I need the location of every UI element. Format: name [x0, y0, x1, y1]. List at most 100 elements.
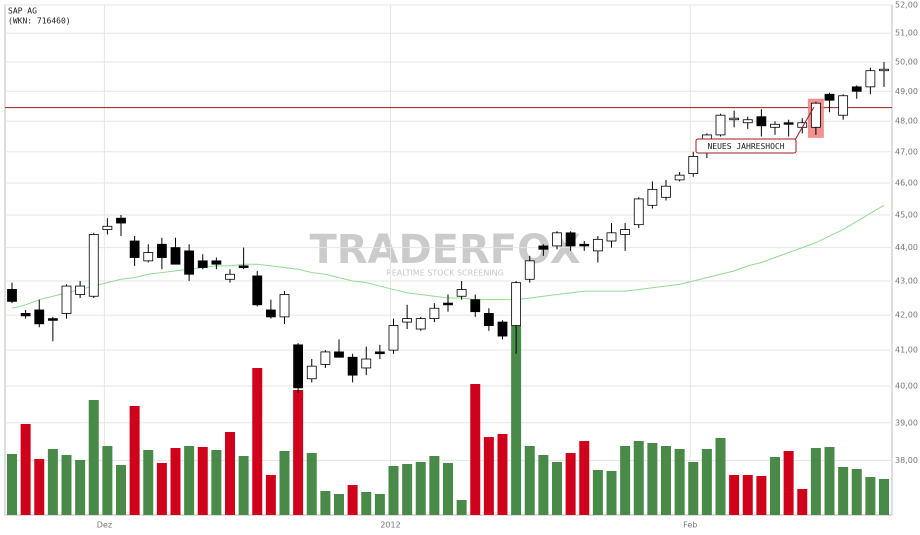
y-tick-label: 47,00 — [895, 147, 918, 156]
volume-bar — [279, 451, 290, 515]
chart-subtitle: (WKN: 716460) — [8, 17, 71, 26]
volume-bar — [729, 475, 740, 515]
y-tick-label: 45,00 — [895, 210, 918, 219]
volume-bar — [538, 455, 549, 515]
volume-bar — [61, 455, 72, 515]
candle-body — [838, 95, 849, 116]
volume-bar — [470, 384, 481, 515]
candle-body — [511, 282, 522, 326]
y-tick-label: 46,00 — [895, 179, 918, 188]
candle-body — [211, 260, 222, 265]
volume-bar — [810, 448, 821, 515]
volume-bar — [661, 446, 671, 515]
volume-bar — [265, 475, 276, 515]
volume-bar — [334, 494, 344, 515]
candle-body — [565, 232, 576, 247]
candle-body — [756, 116, 767, 127]
volume-bar — [838, 467, 849, 515]
volume-bar — [824, 447, 835, 515]
y-tick-label: 49,00 — [895, 87, 918, 96]
volume-bar — [565, 453, 576, 515]
volume-bar — [170, 448, 181, 515]
volume-bar — [225, 432, 235, 515]
volume-bar — [674, 449, 685, 515]
volume-bar — [211, 450, 222, 515]
candle-body — [75, 285, 86, 295]
annotation-arrow — [794, 106, 815, 141]
volume-bar — [402, 464, 413, 515]
candle-body — [688, 156, 699, 175]
chart-title: SAP AG — [8, 7, 37, 16]
y-tick-label: 52,00 — [895, 1, 918, 10]
candle-body — [34, 309, 45, 325]
volume-bar — [143, 450, 154, 515]
candle-body — [729, 117, 740, 121]
y-tick-label: 41,00 — [895, 346, 918, 355]
candle-body — [20, 313, 31, 317]
candle-body — [770, 123, 780, 128]
x-tick-label: Dez — [97, 521, 112, 530]
y-tick-label: 40,00 — [895, 382, 918, 391]
candle-body — [238, 265, 249, 268]
candle-body — [320, 351, 331, 365]
volume-bar — [497, 434, 508, 515]
volume-bar — [102, 446, 113, 515]
candle-body — [7, 289, 17, 302]
volume-bar — [443, 463, 453, 515]
volume-bar — [306, 453, 317, 515]
candle-body — [306, 365, 317, 380]
volume-bar — [429, 456, 440, 515]
candle-body — [674, 174, 685, 181]
candle-body — [470, 299, 481, 313]
volume-bar — [770, 457, 780, 515]
candle-body — [415, 318, 426, 330]
x-tick-label: 2012 — [380, 521, 400, 530]
volume-bar — [415, 462, 426, 515]
candle-body — [429, 307, 440, 320]
volume-bar — [7, 454, 17, 515]
y-tick-label: 48,00 — [895, 117, 918, 126]
candle-body — [252, 275, 263, 306]
candle-body — [552, 232, 562, 247]
candle-body — [606, 232, 617, 242]
candle-body — [129, 240, 140, 258]
volume-bar — [456, 500, 467, 515]
volume-bar — [688, 462, 699, 515]
volume-bar — [552, 462, 562, 515]
volume-bar — [374, 494, 385, 515]
candle-body — [865, 70, 876, 88]
candle-body — [102, 225, 113, 230]
candle-body — [592, 238, 603, 252]
volume-bar — [293, 390, 304, 515]
annotation-box — [695, 138, 797, 154]
candle-body — [456, 289, 467, 297]
candle-body — [61, 285, 72, 314]
y-tick-label: 50,00 — [895, 57, 918, 66]
candle-body — [579, 243, 590, 247]
candle-body — [661, 185, 671, 198]
volume-bar — [320, 491, 331, 515]
volume-bar — [742, 475, 753, 515]
volume-bar — [647, 443, 658, 515]
candle-body — [334, 351, 344, 358]
candle-body — [388, 325, 399, 351]
volume-bar — [715, 438, 726, 515]
candle-body — [538, 245, 549, 250]
candle-body — [633, 198, 644, 226]
candle-body — [156, 243, 167, 258]
y-tick-label: 38,00 — [895, 456, 918, 465]
candle-body — [879, 68, 889, 72]
y-tick-label: 51,00 — [895, 29, 918, 38]
x-tick-label: Feb — [683, 521, 697, 530]
volume-bar — [88, 400, 99, 515]
volume-bar — [75, 460, 86, 515]
watermark-subtitle: REALTIME STOCK SCREENING — [386, 269, 504, 278]
candle-body — [225, 273, 235, 280]
volume-bar — [851, 469, 862, 515]
volume-bar — [524, 446, 535, 515]
volume-bar — [701, 449, 712, 515]
watermark: TRADERFOX — [309, 227, 580, 273]
candle-body — [116, 217, 126, 224]
candle-body — [824, 93, 835, 101]
candle-body — [265, 309, 276, 318]
